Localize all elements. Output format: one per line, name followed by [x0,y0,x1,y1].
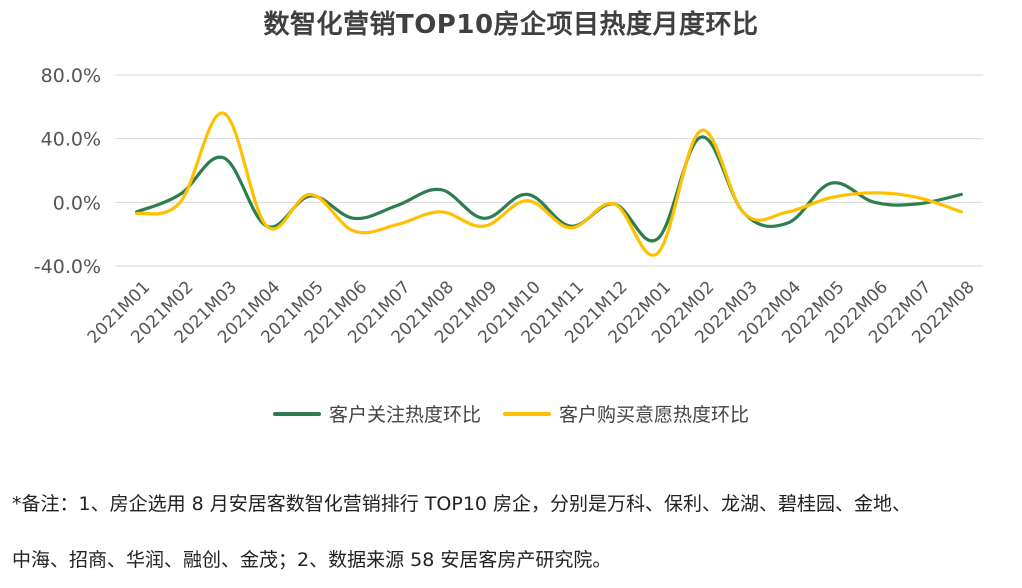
chart-title: 数智化营销TOP10房企项目热度月度环比 [263,10,759,40]
series-line-2 [135,111,963,257]
footnote: *备注：1、房企选用 8 月安居客数智化营销排行 TOP10 房企，分别是万科、… [12,476,1012,588]
y-tick-label: 40.0% [41,129,101,151]
y-tick-label: 0.0% [53,192,101,214]
series-line-1 [135,135,963,243]
footnote-line-1: *备注：1、房企选用 8 月安居客数智化营销排行 TOP10 房企，分别是万科、… [12,493,912,515]
footnote-line-2: 中海、招商、华润、融创、金茂；2、数据来源 58 安居客房产研究院。 [12,549,612,571]
y-tick-label: -40.0% [34,256,101,278]
line-chart: 80.0%40.0%0.0%-40.0% 2021M012021M022021M… [34,65,983,348]
legend-item-series-1: 客户关注热度环比 [272,400,481,427]
legend-item-series-2: 客户购买意愿热度环比 [503,400,749,427]
legend-swatch-series-2 [503,411,551,416]
chart-legend: 客户关注热度环比 客户购买意愿热度环比 [0,400,1022,427]
legend-label-series-1: 客户关注热度环比 [328,404,481,426]
legend-label-series-2: 客户购买意愿热度环比 [559,404,750,426]
y-tick-label: 80.0% [41,65,101,87]
legend-swatch-series-1 [272,411,321,416]
